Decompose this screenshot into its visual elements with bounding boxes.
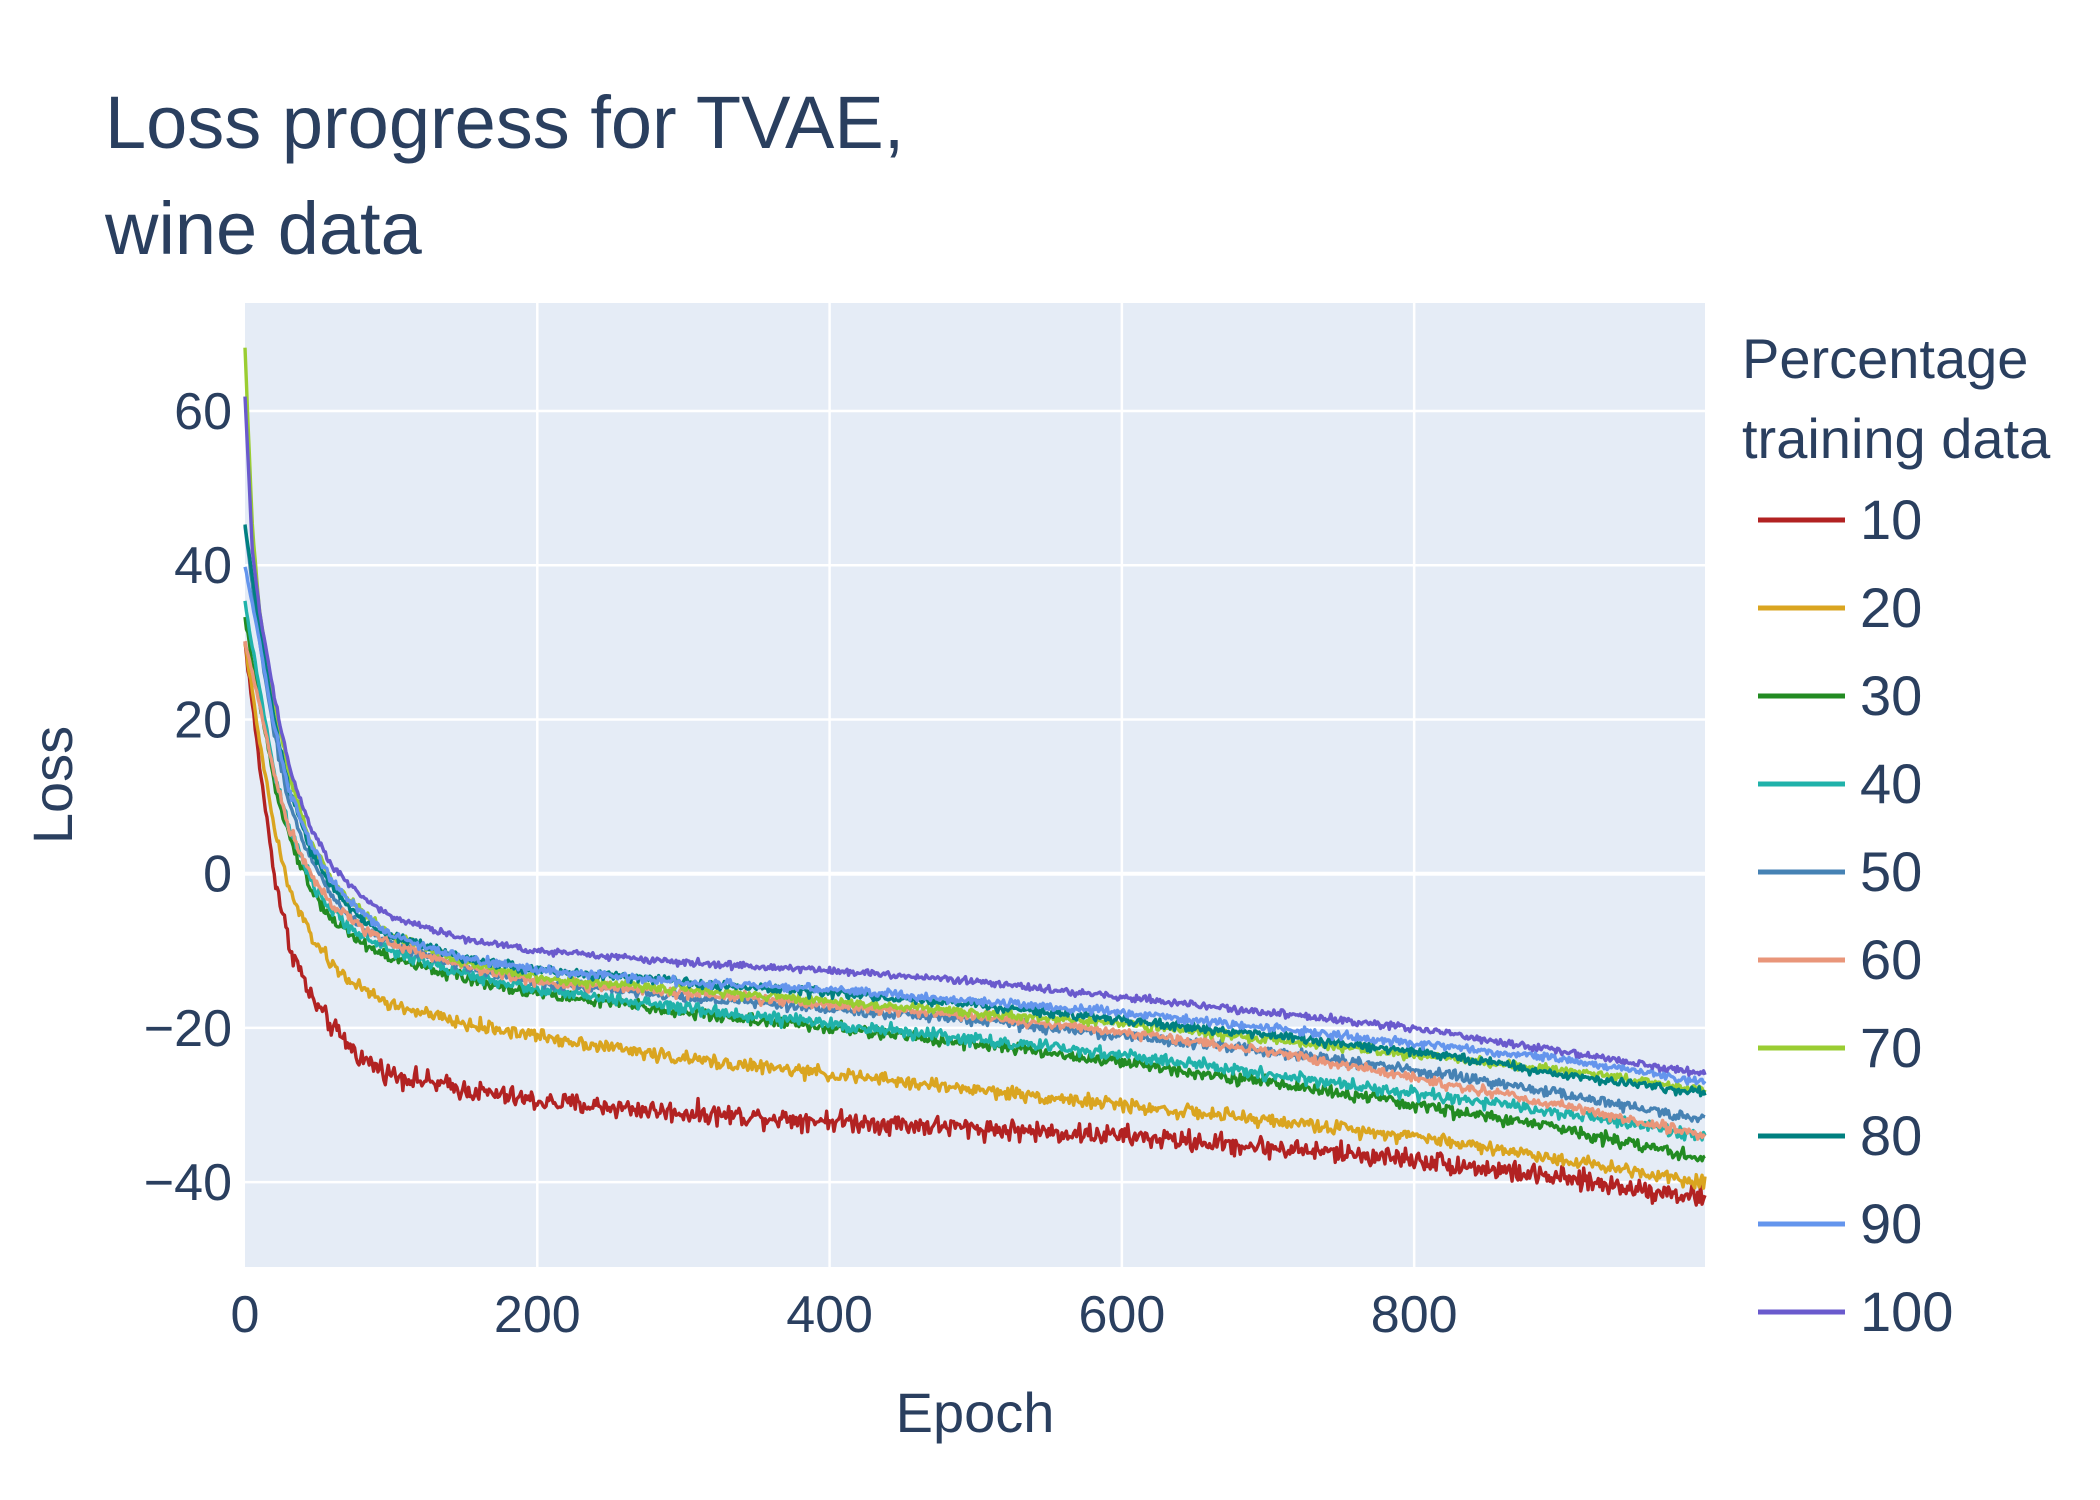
series-line-40: [243, 600, 1707, 1142]
y-axis-label: Loss: [21, 726, 84, 844]
legend-items: 10 20 30 40 50 60 70 80 90 100: [1758, 488, 1953, 1343]
x-tick-label: 600: [1078, 1286, 1165, 1344]
series-line-10: [243, 641, 1707, 1207]
series-line-30: [243, 616, 1706, 1163]
x-tick-label: 200: [494, 1286, 581, 1344]
y-tick-label: −40: [144, 1154, 232, 1212]
series-line-60: [243, 640, 1707, 1141]
legend: Percentage training data 10 20 30 40 50 60 70 8…: [1742, 327, 2051, 1343]
grid-lines: [245, 303, 1705, 1267]
x-tick-label: 400: [786, 1286, 873, 1344]
legend-label-50: 50: [1860, 840, 1922, 903]
x-axis-label: Epoch: [896, 1381, 1055, 1444]
legend-label-20: 20: [1860, 576, 1922, 639]
legend-label-100: 100: [1860, 1280, 1953, 1343]
chart-title-line-1: Loss progress for TVAE,: [105, 81, 904, 164]
x-tick-label: 0: [231, 1286, 260, 1344]
legend-label-30: 30: [1860, 664, 1922, 727]
series-line-90: [243, 566, 1707, 1086]
y-tick-label: 0: [203, 846, 232, 904]
y-tick-label: 40: [174, 537, 232, 595]
legend-label-90: 90: [1860, 1192, 1922, 1255]
chart-title-line-2: wine data: [104, 187, 423, 270]
legend-title-line-1: Percentage: [1742, 327, 2028, 390]
x-tick-label: 800: [1371, 1286, 1458, 1344]
y-tick-label: 60: [174, 383, 232, 441]
legend-label-60: 60: [1860, 928, 1922, 991]
plot-background: [245, 303, 1705, 1267]
legend-label-80: 80: [1860, 1104, 1922, 1167]
series-line-20: [243, 643, 1707, 1190]
series-line-100: [243, 396, 1707, 1077]
y-tick-label: 20: [174, 691, 232, 749]
legend-title-line-2: training data: [1742, 407, 2051, 470]
series-lines: [243, 347, 1707, 1207]
axis-ticks: 0 200 400 600 800 −40 −20 0 20 40 60: [144, 383, 1458, 1344]
legend-label-10: 10: [1860, 488, 1922, 551]
legend-label-70: 70: [1860, 1016, 1922, 1079]
y-tick-label: −20: [144, 1000, 232, 1058]
legend-label-40: 40: [1860, 752, 1922, 815]
